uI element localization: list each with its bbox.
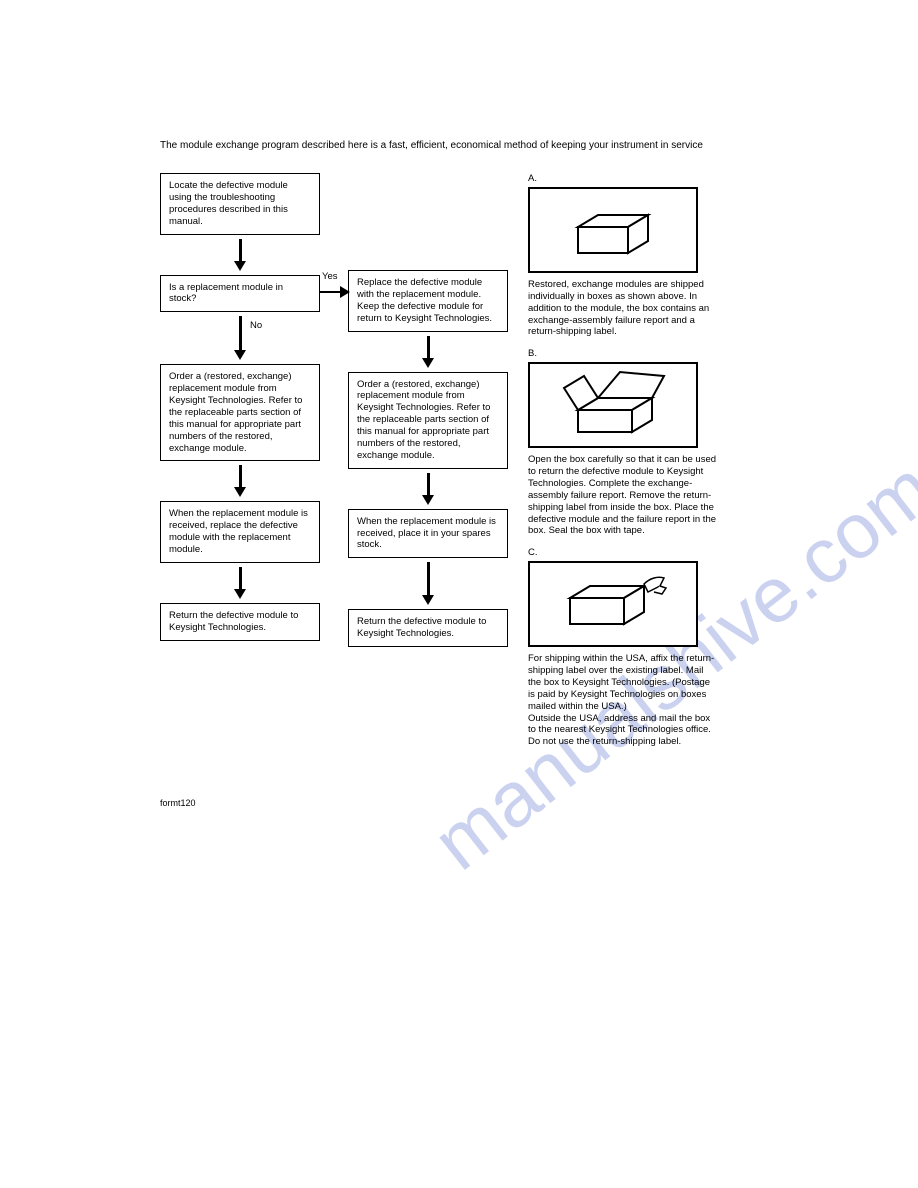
arrow-icon <box>422 473 434 505</box>
arrow-icon <box>422 336 434 368</box>
side-image-a <box>528 187 698 273</box>
side-caption-b: Open the box carefully so that it can be… <box>528 454 718 537</box>
arrow-yes <box>320 286 350 298</box>
flow-node-locate: Locate the defective module using the tr… <box>160 173 320 235</box>
side-caption-c: For shipping within the USA, affix the r… <box>528 653 718 748</box>
flow-col-left: Locate the defective module using the tr… <box>160 173 320 647</box>
flow-col-right: Replace the defective module with the re… <box>348 173 508 647</box>
side-label-c: C. <box>528 547 718 559</box>
arrow-icon <box>234 316 246 360</box>
arrow-icon <box>234 239 246 271</box>
side-caption-a: Restored, exchange modules are shipped i… <box>528 279 718 338</box>
edge-label-no: No <box>250 320 262 331</box>
box-open-icon <box>548 366 678 444</box>
flow-node-order-right: Order a (restored, exchange) replacement… <box>348 372 508 469</box>
box-closed-icon <box>558 197 668 263</box>
side-item-a: A. Restored, exchange modules are shippe… <box>528 173 718 338</box>
side-label-b: B. <box>528 348 718 360</box>
side-item-b: B. Open the box carefully so that it can… <box>528 348 718 537</box>
flow-node-received-left: When the replacement module is received,… <box>160 501 320 563</box>
flow-node-return-left: Return the defective module to Keysight … <box>160 603 320 641</box>
edge-label-yes: Yes <box>322 271 338 282</box>
flow-node-replace: Replace the defective module with the re… <box>348 270 508 332</box>
flowchart: Locate the defective module using the tr… <box>160 173 508 647</box>
side-image-b <box>528 362 698 448</box>
page-content: The module exchange program described he… <box>160 140 800 808</box>
box-label-icon <box>548 566 678 642</box>
side-panel: A. Restored, exchange modules are shippe… <box>528 173 718 758</box>
flow-node-instock-text: Is a replacement module in stock? <box>169 282 283 305</box>
flow-node-order-left: Order a (restored, exchange) replacement… <box>160 364 320 461</box>
arrow-icon <box>234 567 246 599</box>
flow-node-return-right: Return the defective module to Keysight … <box>348 609 508 647</box>
footer-code: formt120 <box>160 798 800 808</box>
side-label-a: A. <box>528 173 718 185</box>
flow-node-received-right: When the replacement module is received,… <box>348 509 508 559</box>
side-image-c <box>528 561 698 647</box>
flow-node-instock: Is a replacement module in stock? <box>160 275 320 313</box>
side-item-c: C. For shipping within th <box>528 547 718 748</box>
intro-text: The module exchange program described he… <box>160 140 800 151</box>
arrow-icon <box>422 562 434 605</box>
arrow-icon <box>234 465 246 497</box>
